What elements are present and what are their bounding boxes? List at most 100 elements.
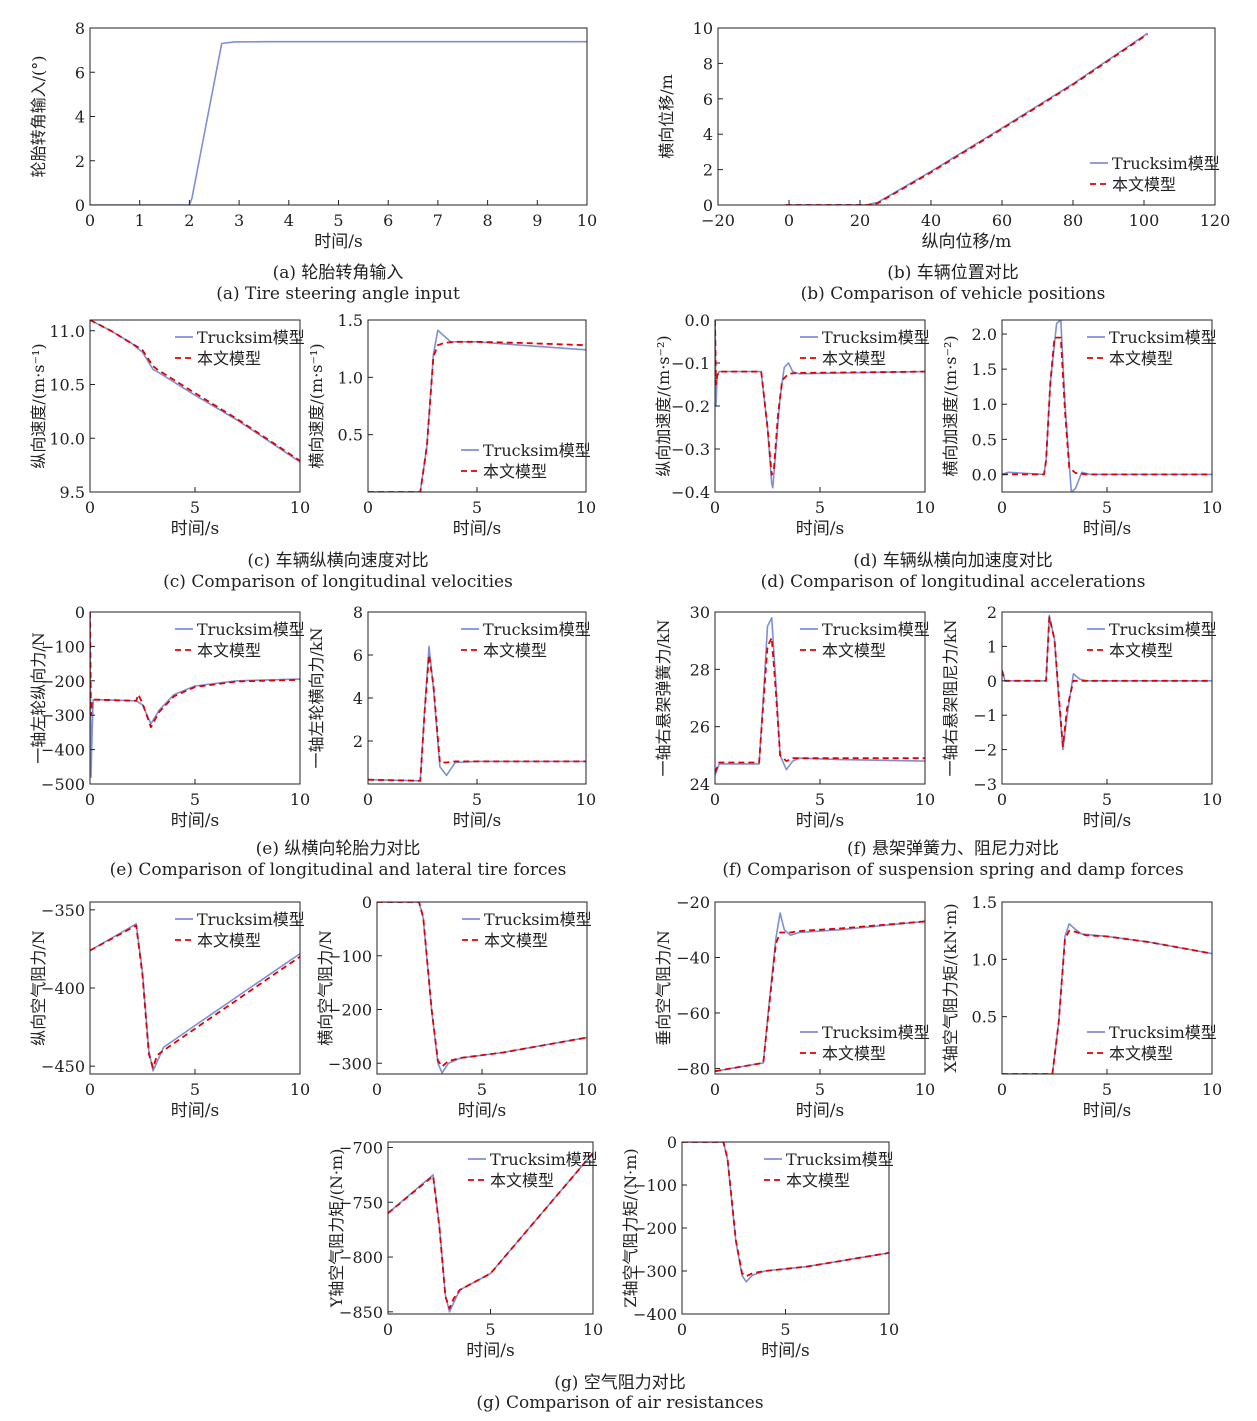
y-axis-label-g2: 横向空气阻力/N (316, 930, 335, 1045)
legend-label-d2: 本文模型 (1109, 349, 1173, 368)
y-tick-label-b: 2 (703, 161, 713, 180)
legend-label-f2: Trucksim模型 (1109, 620, 1217, 639)
x-tick-label-b: 100 (1129, 211, 1160, 230)
legend-label-e1: Trucksim模型 (197, 620, 305, 639)
series-g4-trucksim-line (1002, 922, 1212, 1074)
legend-label-e2: 本文模型 (483, 641, 547, 660)
x-tick-label-g3: 0 (710, 1080, 720, 1099)
y-tick-label-g2: −300 (328, 1054, 372, 1073)
y-tick-label-e1: −400 (41, 741, 85, 760)
caption-c-cn: (c) 车辆纵横向速度对比 (247, 551, 429, 571)
series-e1-model-line (90, 612, 300, 729)
series-g5-model-line (388, 1152, 593, 1310)
legend-label-d2: Trucksim模型 (1109, 328, 1217, 347)
y-tick-label-c2: 1.5 (338, 311, 363, 330)
chart-a: 0 1 2 3 4 5 6 7 8 9 10 0 2 4 6 8 时间/s 轮胎转角输入/(°) (29, 19, 597, 252)
y-tick-label-f1: 30 (690, 603, 710, 622)
x-axis-label-f1: 时间/s (796, 811, 844, 831)
y-axis-label-a: 轮胎转角输入/(°) (29, 56, 48, 178)
y-tick-label-g6: 0 (667, 1133, 677, 1152)
y-tick-label-g6: −400 (633, 1305, 677, 1324)
chart-c2: 0 5 10 0.5 1.0 1.5 时间/s 横向速度/(m·s⁻¹) Trucksim模型本… (307, 311, 596, 539)
series-c2-model-line (368, 340, 586, 492)
legend-label-g3: Trucksim模型 (822, 1023, 930, 1042)
x-tick-label-a: 3 (234, 211, 244, 230)
y-axis-label-c2: 横向速度/(m·s⁻¹) (307, 343, 326, 468)
x-tick-label-e2: 5 (472, 790, 482, 809)
x-axis-label-c2: 时间/s (453, 519, 501, 539)
caption-b-en: (b) Comparison of vehicle positions (800, 284, 1106, 304)
x-tick-label-g6: 5 (780, 1320, 790, 1339)
y-tick-label-b: 4 (703, 125, 713, 144)
series-c2-trucksim-line (368, 329, 586, 492)
legend-label-d1: Trucksim模型 (822, 328, 930, 347)
x-tick-label-a: 7 (433, 211, 443, 230)
y-axis-label-d2: 横向加速度/(m·s⁻²) (941, 335, 960, 476)
y-tick-label-g3: −60 (676, 1004, 710, 1023)
x-tick-label-g4: 10 (1202, 1080, 1222, 1099)
y-axis-label-g6: Z轴空气阻力矩/(N·m) (621, 1148, 640, 1307)
x-tick-label-a: 10 (577, 211, 597, 230)
legend-label-g2: 本文模型 (484, 931, 548, 950)
y-tick-label-b: 0 (703, 196, 713, 215)
x-tick-label-b: 40 (921, 211, 941, 230)
y-tick-label-f2: −1 (973, 706, 997, 725)
x-axis-label-g1: 时间/s (171, 1101, 219, 1121)
series-c1-model-line (90, 320, 300, 462)
x-tick-label-g4: 5 (1102, 1080, 1112, 1099)
y-tick-label-g3: −20 (676, 893, 710, 912)
caption-c-en: (c) Comparison of longitudinal velocitie… (163, 572, 513, 592)
legend-label-g4: 本文模型 (1109, 1044, 1173, 1063)
plot-frame-g4 (1001, 901, 1213, 1075)
x-tick-label-g2: 0 (372, 1080, 382, 1099)
series-e1-trucksim-line (90, 612, 300, 778)
chart-e1: 0 5 10 −500 −400 −300 −200 −100 0 时间/s 一轴左轮纵向力/N Tr… (29, 603, 310, 831)
y-tick-label-f2: −3 (973, 775, 997, 794)
y-tick-label-g1: −450 (41, 1057, 85, 1076)
y-tick-label-b: 6 (703, 90, 713, 109)
x-tick-label-e1: 0 (85, 790, 95, 809)
series-g3-trucksim-line (715, 912, 925, 1072)
y-tick-label-g5: −850 (339, 1303, 383, 1322)
plot-frame-a (89, 27, 588, 206)
legend-label-d1: 本文模型 (822, 349, 886, 368)
series-f2-model-line (1002, 616, 1212, 748)
x-tick-label-a: 4 (284, 211, 294, 230)
chart-d1: 0 5 10 −0.4 −0.3 −0.2 −0.1 0.0 时间/s 纵向加速度/(m·s⁻²)… (654, 311, 935, 539)
x-tick-label-g1: 10 (290, 1080, 310, 1099)
series-e2-model-line (368, 654, 586, 782)
y-tick-label-d1: −0.1 (671, 354, 710, 373)
series-g1-trucksim-line (90, 923, 300, 1072)
caption-e-en: (e) Comparison of longitudinal and later… (109, 860, 567, 880)
x-axis-label-g4: 时间/s (1083, 1101, 1131, 1121)
chart-c1: 0 5 10 9.5 10.0 10.5 11.0 时间/s 纵向速度/(m·s⁻¹) Truck… (29, 319, 310, 539)
y-tick-label-c1: 10.5 (49, 376, 85, 395)
y-axis-label-b: 横向位移/m (657, 74, 676, 159)
y-tick-label-f1: 28 (690, 660, 710, 679)
x-tick-label-g5: 10 (583, 1320, 603, 1339)
y-axis-label-c1: 纵向速度/(m·s⁻¹) (29, 343, 48, 468)
y-tick-label-b: 10 (693, 19, 713, 38)
x-tick-label-a: 9 (532, 211, 542, 230)
x-axis-label-g5: 时间/s (466, 1341, 514, 1361)
y-tick-label-f1: 24 (690, 775, 710, 794)
x-tick-label-g6: 0 (677, 1320, 687, 1339)
x-tick-label-f2: 0 (997, 790, 1007, 809)
chart-g4: 0 5 10 0.5 1.0 1.5 时间/s X轴空气阻力矩/(kN·m) Trucksim模… (941, 893, 1222, 1121)
x-tick-label-g2: 5 (477, 1080, 487, 1099)
y-tick-label-e1: −300 (41, 706, 85, 725)
x-axis-label-e1: 时间/s (171, 811, 219, 831)
x-tick-label-b: 20 (850, 211, 870, 230)
y-tick-label-f1: 26 (690, 718, 710, 737)
y-tick-label-d2: 1.5 (972, 360, 997, 379)
x-tick-label-g2: 10 (577, 1080, 597, 1099)
x-axis-label-a: 时间/s (314, 232, 362, 252)
x-tick-label-c2: 10 (576, 498, 596, 517)
x-tick-label-g5: 0 (383, 1320, 393, 1339)
y-tick-label-f2: 1 (987, 637, 997, 656)
y-tick-label-g5: −800 (339, 1248, 383, 1267)
y-tick-label-g5: −750 (339, 1193, 383, 1212)
x-axis-label-f2: 时间/s (1083, 811, 1131, 831)
x-tick-label-g3: 5 (815, 1080, 825, 1099)
